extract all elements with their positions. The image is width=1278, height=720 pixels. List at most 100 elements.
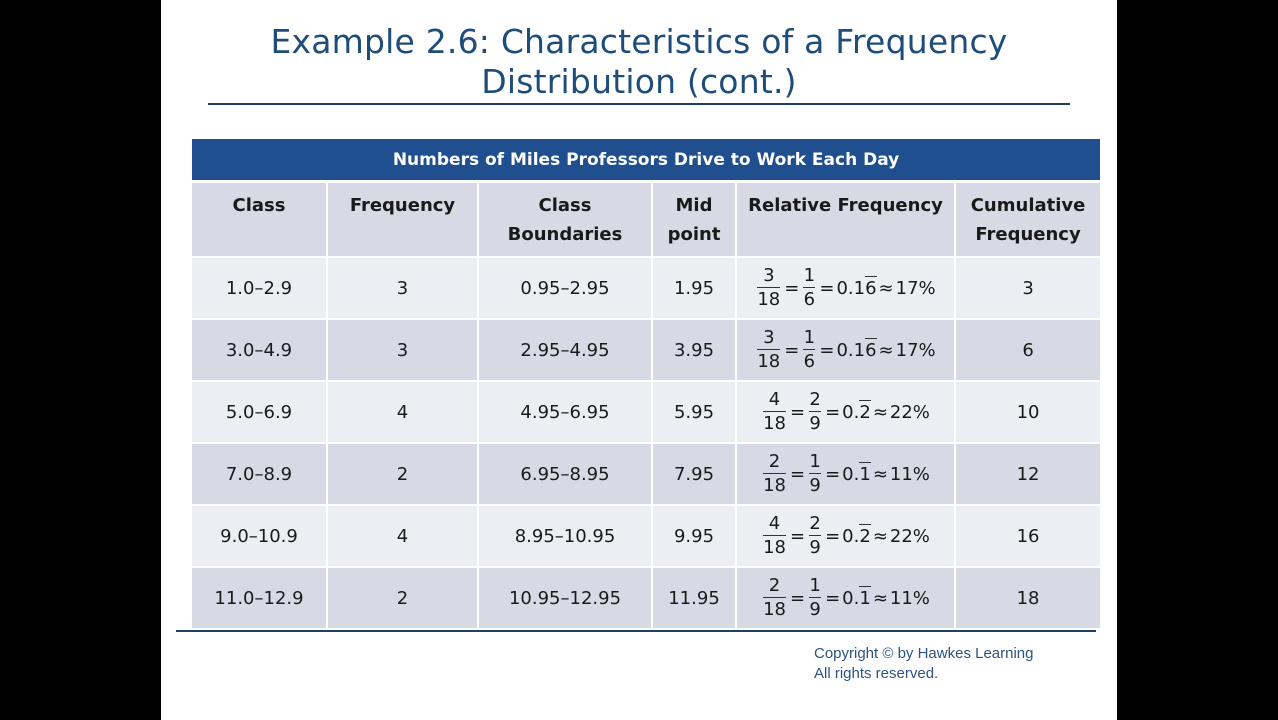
- repeating-digit: 1: [859, 463, 871, 485]
- cell-cumulative-frequency: 6: [953, 318, 1101, 381]
- cell-frequency: 3: [326, 256, 478, 319]
- equals-sign: =: [819, 277, 835, 299]
- fraction-raw: 3 18: [757, 265, 781, 312]
- decimal-value: 0.16: [836, 278, 876, 299]
- fraction-bar: [763, 410, 786, 412]
- table-row: 9.0–10.9 4 8.95–10.95 9.95 4 18 = 2 9 = 0.2 ≈22% 16: [192, 504, 1101, 567]
- table-body: 1.0–2.9 3 0.95–2.95 1.95 3 18 = 1 6 = 0.16 ≈17% 3 3.0…: [192, 256, 1101, 628]
- slide-title: Example 2.6: Characteristics of a Freque…: [161, 22, 1117, 102]
- decimal-value: 0.2: [842, 526, 871, 547]
- table-row: 1.0–2.9 3 0.95–2.95 1.95 3 18 = 1 6 = 0.16 ≈17% 3: [192, 256, 1101, 319]
- percent-value: 22%: [889, 525, 930, 547]
- cell-relative-frequency: 2 18 = 1 9 = 0.1 ≈11%: [735, 566, 955, 628]
- decimal-prefix: 0.1: [836, 339, 866, 361]
- fraction-denominator: 18: [763, 412, 786, 434]
- header-relative-frequency: Relative Frequency: [735, 180, 955, 257]
- equals-sign: =: [784, 339, 800, 361]
- cell-class: 3.0–4.9: [192, 318, 327, 381]
- decimal-prefix: 0.1: [836, 277, 866, 299]
- fraction-bar: [757, 348, 781, 350]
- fraction-denominator: 9: [809, 412, 821, 434]
- table-row: 5.0–6.9 4 4.95–6.95 5.95 4 18 = 2 9 = 0.2 ≈22% 10: [192, 380, 1101, 443]
- approx-sign: ≈: [872, 463, 888, 485]
- title-line-2: Distribution (cont.): [481, 62, 797, 101]
- equals-sign: =: [819, 339, 835, 361]
- cell-frequency: 4: [326, 380, 478, 443]
- decimal-value: 0.1: [842, 464, 871, 485]
- fraction-bar: [763, 534, 786, 536]
- cell-midpoint: 5.95: [651, 380, 736, 443]
- cell-class-boundaries: 0.95–2.95: [477, 256, 652, 319]
- percent-value: 17%: [895, 339, 936, 361]
- decimal-value: 0.16: [836, 340, 876, 361]
- repeating-digit: 1: [859, 587, 871, 609]
- approx-sign: ≈: [872, 401, 888, 423]
- fraction-bar: [757, 286, 781, 288]
- fraction-denominator: 18: [763, 536, 786, 558]
- decimal-value: 0.2: [842, 402, 871, 423]
- repeating-digit: 6: [865, 277, 877, 299]
- header-midpoint: Mid point: [651, 180, 736, 257]
- relative-frequency-expression: 4 18 = 2 9 = 0.2 ≈22%: [761, 389, 930, 436]
- equals-sign: =: [825, 463, 841, 485]
- equals-sign: =: [789, 463, 806, 485]
- cell-midpoint: 9.95: [651, 504, 736, 567]
- cell-class: 9.0–10.9: [192, 504, 327, 567]
- fraction-denominator: 9: [809, 598, 821, 620]
- fraction-denominator: 18: [757, 350, 781, 372]
- fraction-denominator: 18: [763, 474, 786, 496]
- header-boundaries-line-2: Boundaries: [507, 224, 623, 245]
- approx-sign: ≈: [872, 525, 888, 547]
- relative-frequency-expression: 2 18 = 1 9 = 0.1 ≈11%: [761, 575, 930, 622]
- fraction-bar: [803, 348, 816, 350]
- table-row: 11.0–12.9 2 10.95–12.95 11.95 2 18 = 1 9 = 0.1 ≈11%…: [192, 566, 1101, 628]
- decimal-prefix: 0.: [842, 525, 860, 547]
- fraction-bar: [809, 534, 822, 536]
- relative-frequency-expression: 2 18 = 1 9 = 0.1 ≈11%: [761, 451, 930, 498]
- fraction-numerator: 4: [768, 512, 781, 534]
- cell-relative-frequency: 3 18 = 1 6 = 0.16 ≈17%: [735, 318, 955, 381]
- table-caption: Numbers of Miles Professors Drive to Wor…: [192, 139, 1101, 182]
- fraction-denominator: 18: [763, 598, 786, 620]
- approx-sign: ≈: [878, 277, 894, 299]
- cell-class: 1.0–2.9: [192, 256, 327, 319]
- header-class: Class: [192, 180, 327, 257]
- cell-cumulative-frequency: 10: [953, 380, 1101, 443]
- decimal-value: 0.1: [842, 588, 871, 609]
- cell-frequency: 2: [326, 442, 478, 505]
- decimal-prefix: 0.: [842, 463, 860, 485]
- header-frequency: Frequency: [326, 180, 478, 257]
- frequency-distribution-table: Numbers of Miles Professors Drive to Wor…: [192, 139, 1101, 628]
- percent-value: 11%: [889, 587, 930, 609]
- equals-sign: =: [789, 525, 806, 547]
- fraction-numerator: 2: [809, 512, 821, 534]
- cell-midpoint: 7.95: [651, 442, 736, 505]
- header-mid-line-2: point: [667, 224, 721, 245]
- fraction-numerator: 1: [803, 326, 816, 348]
- footer-divider: [176, 630, 1096, 632]
- fraction-bar: [763, 472, 786, 474]
- fraction-bar: [809, 410, 822, 412]
- approx-sign: ≈: [872, 587, 888, 609]
- table-row: 7.0–8.9 2 6.95–8.95 7.95 2 18 = 1 9 = 0.1 ≈11% 12: [192, 442, 1101, 505]
- cell-frequency: 3: [326, 318, 478, 381]
- header-cumulative-line-2: Frequency: [975, 224, 1081, 245]
- cell-frequency: 2: [326, 566, 478, 628]
- fraction-raw: 2 18: [763, 575, 786, 622]
- cell-class: 11.0–12.9: [192, 566, 327, 628]
- fraction-numerator: 1: [809, 450, 821, 472]
- header-cumulative-frequency: Cumulative Frequency: [953, 180, 1101, 257]
- header-cumulative-line-1: Cumulative: [970, 195, 1086, 216]
- cell-class: 5.0–6.9: [192, 380, 327, 443]
- relative-frequency-expression: 3 18 = 1 6 = 0.16 ≈17%: [755, 265, 936, 312]
- slide: Example 2.6: Characteristics of a Freque…: [161, 0, 1117, 720]
- percent-value: 17%: [895, 277, 936, 299]
- cell-class-boundaries: 6.95–8.95: [477, 442, 652, 505]
- relative-frequency-expression: 3 18 = 1 6 = 0.16 ≈17%: [755, 326, 936, 374]
- cell-midpoint: 1.95: [651, 256, 736, 319]
- fraction-bar: [763, 596, 786, 598]
- decimal-prefix: 0.: [842, 401, 860, 423]
- header-mid-line-1: Mid: [675, 195, 713, 216]
